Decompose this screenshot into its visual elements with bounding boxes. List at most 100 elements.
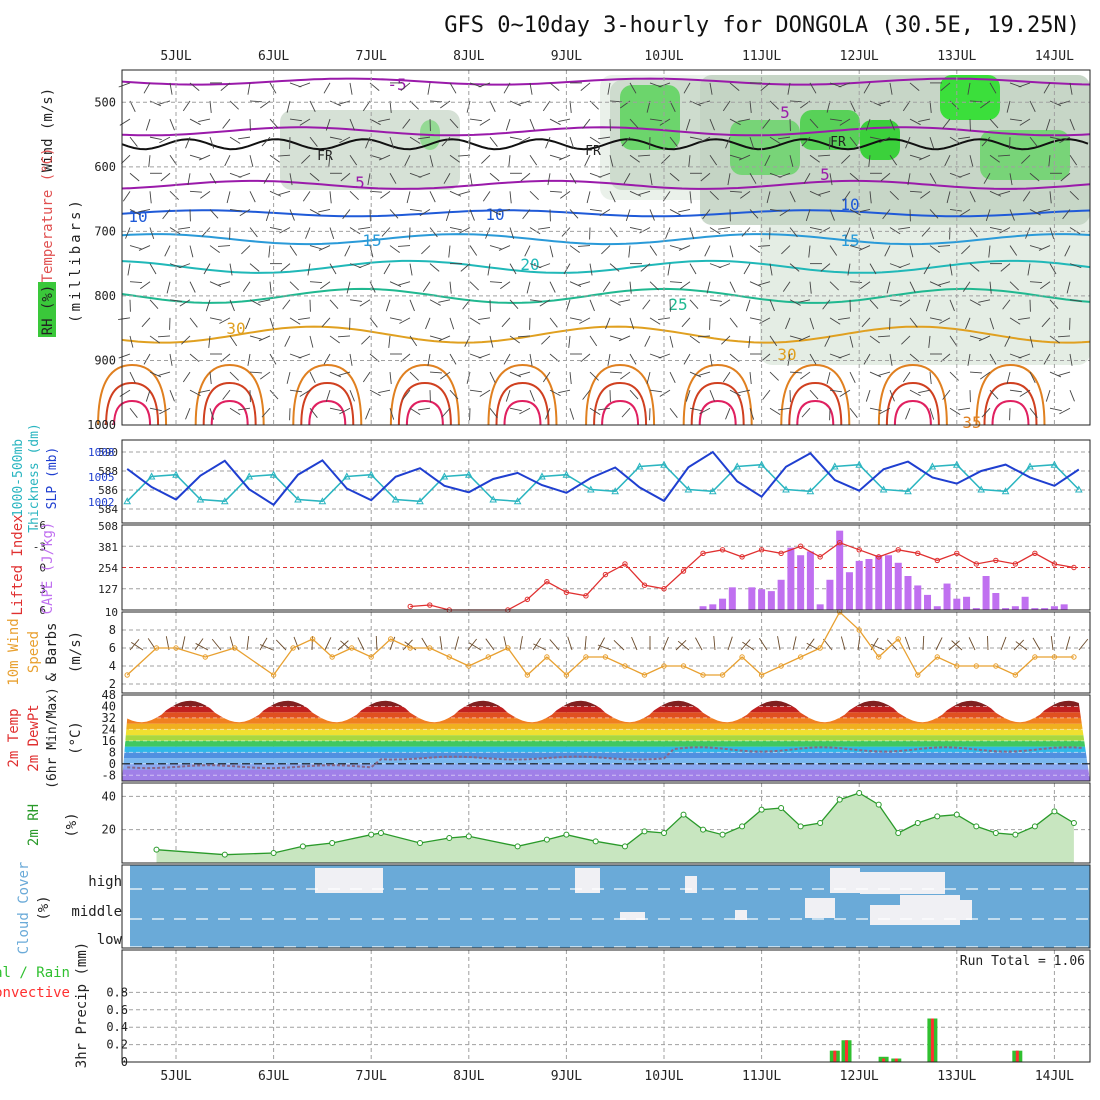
- wind-barb: [349, 154, 358, 166]
- rh2m-point: [700, 826, 707, 833]
- wind-barb: [558, 389, 571, 394]
- wind-barb: [998, 190, 1011, 196]
- upper-air-panel: FR FR FR -5 5 5 5 10 10 10 15 15 20 25 30 30 35 500 600 70…: [87, 70, 1091, 432]
- wind-barb: [329, 371, 342, 378]
- wind-barb: [309, 335, 314, 348]
- wind-barb: [1041, 317, 1051, 328]
- bottom-date-axis: 5JUL 6JUL 7JUL 8JUL 9JUL 10JUL 11JUL 12JUL 13JUL…: [160, 1069, 1074, 1084]
- wind10m-barb: [389, 636, 396, 651]
- wind-barb: [489, 100, 496, 112]
- wind-barb: [1009, 281, 1019, 291]
- wind10m-point: [856, 627, 862, 633]
- wind-barb: [509, 263, 517, 275]
- wind-barb: [542, 371, 551, 383]
- wind-barb: [989, 353, 997, 365]
- wind-barb: [329, 263, 337, 275]
- wind-barb: [498, 245, 511, 251]
- wind-barb: [509, 407, 522, 412]
- wind-barb: [609, 100, 623, 103]
- surface-isotherm-loop: [690, 381, 745, 426]
- wind-barb: [378, 118, 391, 122]
- cape-bar: [1060, 604, 1068, 610]
- wind-barb: [942, 118, 951, 129]
- wind-barb: [889, 191, 899, 201]
- temp-tick: 40: [102, 699, 116, 713]
- wind-barb: [129, 335, 134, 348]
- wind-barb: [909, 154, 922, 159]
- wind-barb: [1064, 245, 1071, 257]
- temp2m-label-2: 2m DewPt: [26, 704, 42, 771]
- li-point: [973, 561, 980, 567]
- wind-barb: [358, 227, 371, 230]
- thickness-marker: [586, 485, 595, 493]
- wind-barb: [999, 227, 1011, 234]
- wind-barb: [429, 299, 441, 306]
- thickness-marker: [464, 470, 473, 478]
- wind-barb: [517, 335, 531, 338]
- wind-barb: [800, 371, 811, 380]
- wind-barb: [940, 82, 951, 91]
- thickness-marker: [196, 495, 205, 503]
- wind10m-point: [1051, 654, 1058, 660]
- cape-bar: [1050, 606, 1058, 610]
- wind-barb: [669, 245, 682, 250]
- wind-barb: [918, 389, 931, 394]
- li-point: [915, 550, 921, 557]
- wind-barb: [782, 281, 791, 292]
- wind-barb: [198, 118, 211, 122]
- wind-barb: [748, 335, 751, 348]
- wind-barb: [209, 173, 217, 184]
- wind-barb: [709, 82, 713, 95]
- wind10m-label-2: Speed: [26, 631, 42, 673]
- wind-barb: [160, 172, 171, 182]
- wind-barb: [209, 372, 212, 385]
- cape-bar: [1011, 606, 1019, 610]
- wind-barb: [389, 209, 399, 219]
- rh2m-unit: (%): [64, 812, 80, 837]
- isotherm-line: [121, 179, 1091, 190]
- chart-title: GFS 0~10day 3-hourly for DONGOLA (30.5E,…: [444, 13, 1080, 38]
- wind-barb: [118, 353, 131, 359]
- precip-tick: 0.2: [106, 1038, 128, 1052]
- wind-barb: [639, 227, 651, 234]
- wind-barb: [749, 317, 762, 321]
- thickness-label-2: 1000-500mb: [11, 439, 26, 517]
- wind-barb: [138, 208, 151, 213]
- wind10m-point: [934, 654, 940, 660]
- wind10m-point: [388, 636, 394, 642]
- wind-barb: [569, 317, 582, 321]
- run-total: Run Total = 1.06: [960, 954, 1085, 969]
- wind-tick: 2: [109, 677, 116, 691]
- wind-barb: [249, 371, 263, 374]
- dewpoint-line: [127, 746, 1084, 770]
- surface-isotherm-loop: [292, 363, 363, 426]
- wind-barb: [928, 335, 931, 348]
- upper-rh-label: RH (%): [40, 285, 56, 336]
- top-date-axis: 5JUL 6JUL 7JUL 8JUL 9JUL 10JUL 11JUL 12JUL 13JUL…: [160, 49, 1074, 64]
- wind-barb: [269, 190, 282, 197]
- wind-barb: [729, 154, 742, 159]
- wind-barb: [688, 155, 691, 168]
- wind-barb: [829, 118, 842, 122]
- thickness-marker: [611, 487, 620, 495]
- wind-barb: [621, 407, 631, 418]
- wind-barb: [247, 82, 251, 95]
- surface-isotherm-loop: [593, 381, 648, 426]
- wind-barb: [969, 100, 983, 103]
- wind-barb: [801, 407, 811, 418]
- wind10m-barb: [597, 637, 605, 651]
- wind10m-barb: [246, 636, 250, 651]
- wind-barb: [829, 317, 841, 325]
- wind-barb: [529, 353, 533, 366]
- li-point: [680, 568, 687, 574]
- wind-barb: [683, 82, 691, 94]
- wind-barb: [789, 299, 801, 306]
- wind-barb: [419, 209, 431, 217]
- wind-barb: [729, 82, 740, 91]
- wind-barb: [769, 371, 779, 381]
- wind-barb: [929, 136, 935, 149]
- wind-barb: [740, 190, 751, 199]
- wind-barb: [381, 227, 391, 237]
- wind-barb: [929, 100, 932, 113]
- cape-bar: [797, 555, 805, 610]
